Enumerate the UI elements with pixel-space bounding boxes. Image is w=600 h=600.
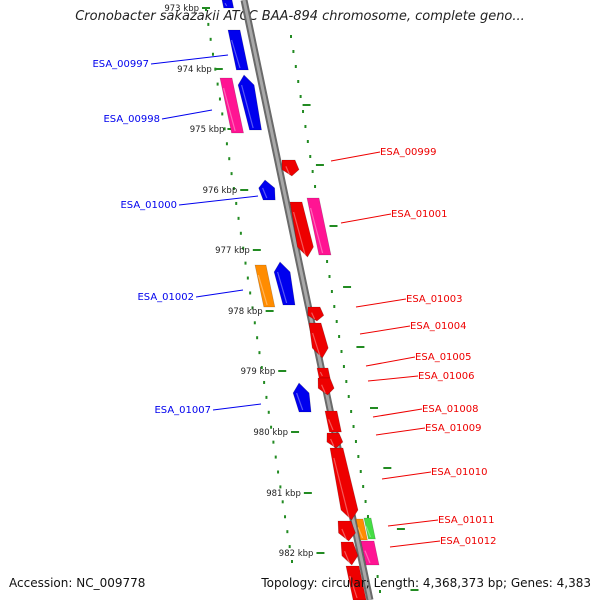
gene-name[interactable]: ESA_01000: [120, 200, 177, 211]
gene-label-esa_01011[interactable]: ESA_01011: [387, 515, 495, 527]
rna-feature: [360, 540, 380, 566]
gene-name[interactable]: ESA_01004: [410, 321, 467, 332]
gene-feature-reverse: [221, 0, 235, 9]
gene-leader-line: [375, 427, 426, 436]
gene-name[interactable]: ESA_01002: [137, 292, 194, 303]
accession-label: Accession: NC_009778: [9, 576, 146, 590]
gene-features: [219, 0, 380, 600]
gene-name[interactable]: ESA_01001: [391, 209, 448, 220]
scale-label: 980 kbp: [253, 428, 288, 438]
gene-name[interactable]: ESA_01010: [431, 467, 488, 478]
gene-feature-forward: [324, 410, 342, 433]
gene-feature-forward: [340, 541, 359, 566]
gene-feature-reverse: [258, 179, 276, 201]
gene-label-esa_01003[interactable]: ESA_01003: [355, 294, 463, 308]
gene-label-esa_00999[interactable]: ESA_00999: [330, 147, 437, 162]
gene-name[interactable]: ESA_01006: [418, 371, 475, 382]
gene-leader-line: [161, 109, 213, 120]
gene-feature-reverse: [237, 74, 262, 131]
gene-leader-line: [381, 471, 432, 480]
rna-feature: [219, 77, 244, 134]
scale-label: 981 kbp: [266, 489, 301, 499]
gene-feature-reverse: [227, 29, 249, 71]
gene-name[interactable]: ESA_01012: [440, 536, 497, 547]
gene-feature-forward: [337, 520, 356, 542]
rna-feature: [306, 197, 332, 256]
gene-labels: ESA_00997 ESA_00998 ESA_00999 ESA_01000 ESA_…: [92, 54, 497, 548]
gene-feature-forward: [329, 447, 359, 521]
gene-label-esa_01002[interactable]: ESA_01002: [137, 289, 244, 303]
gene-feature-forward: [307, 306, 325, 322]
gene-name[interactable]: ESA_00998: [103, 114, 160, 125]
scale-label: 977 kbp: [215, 246, 250, 256]
gene-name[interactable]: ESA_00997: [92, 59, 149, 70]
scale-label: 976 kbp: [203, 186, 238, 196]
gene-leader-line: [365, 356, 416, 367]
gene-leader-line: [330, 151, 381, 162]
gene-label-esa_01006[interactable]: ESA_01006: [367, 371, 475, 382]
gene-name[interactable]: ESA_01003: [406, 294, 463, 305]
gene-label-esa_01008[interactable]: ESA_01008: [372, 404, 479, 418]
scale-label: 974 kbp: [177, 65, 212, 75]
gene-leader-line: [150, 54, 229, 65]
scale-tracks: [205, 8, 381, 593]
gene-name[interactable]: ESA_01008: [422, 404, 479, 415]
scale-label: 975 kbp: [190, 125, 225, 135]
gene-label-esa_01004[interactable]: ESA_01004: [359, 321, 467, 335]
gene-feature-forward: [326, 432, 344, 449]
scale-label: 978 kbp: [228, 307, 263, 317]
gene-leader-line: [340, 213, 392, 224]
map-title: Cronobacter sakazakii ATCC BAA-894 chrom…: [75, 9, 525, 24]
scale-label: 979 kbp: [241, 367, 276, 377]
scale-label: 982 kbp: [279, 549, 314, 559]
gene-leader-line: [359, 325, 411, 335]
gene-name[interactable]: ESA_01011: [438, 515, 495, 526]
scale-labels: 973 kbp 974 kbp 975 kbp 976 kbp 977 kbp 978 k…: [164, 4, 419, 591]
gene-feature-other: [363, 517, 376, 540]
gene-name[interactable]: ESA_01007: [154, 405, 211, 416]
gene-leader-line: [212, 403, 262, 411]
genome-summary: Topology: circular; Length: 4,368,373 bp…: [261, 576, 591, 590]
gene-label-esa_01001[interactable]: ESA_01001: [340, 209, 448, 224]
gene-feature-forward: [281, 159, 300, 177]
gene-leader-line: [367, 375, 419, 382]
gene-feature-forward: [308, 322, 329, 359]
gene-feature-forward: [345, 565, 367, 600]
gene-feature-reverse: [273, 261, 296, 306]
gene-label-esa_01005[interactable]: ESA_01005: [365, 352, 472, 367]
gene-name[interactable]: ESA_01005: [415, 352, 472, 363]
gene-feature-other: [355, 518, 368, 541]
gene-label-esa_01000[interactable]: ESA_01000: [120, 195, 259, 211]
gene-leader-line: [178, 195, 259, 206]
gene-leader-line: [372, 408, 423, 418]
gene-name[interactable]: ESA_01009: [425, 423, 482, 434]
gene-label-esa_00998[interactable]: ESA_00998: [103, 109, 213, 125]
gene-name[interactable]: ESA_00999: [380, 147, 437, 158]
gene-leader-line: [389, 540, 441, 548]
gene-label-esa_00997[interactable]: ESA_00997: [92, 54, 229, 70]
gene-leader-line: [195, 289, 244, 298]
gene-feature-other: [254, 264, 276, 308]
gene-feature-forward: [289, 201, 314, 258]
gene-feature-forward: [317, 377, 335, 396]
gene-label-esa_01009[interactable]: ESA_01009: [375, 423, 482, 436]
gene-feature-forward: [316, 367, 331, 379]
gene-label-esa_01007[interactable]: ESA_01007: [154, 403, 262, 416]
gene-label-esa_01012[interactable]: ESA_01012: [389, 536, 497, 548]
gene-leader-line: [387, 519, 439, 527]
gene-label-esa_01010[interactable]: ESA_01010: [381, 467, 488, 480]
gene-feature-reverse: [292, 382, 312, 413]
scale-label: 973 kbp: [164, 4, 199, 14]
gene-leader-line: [355, 298, 407, 308]
